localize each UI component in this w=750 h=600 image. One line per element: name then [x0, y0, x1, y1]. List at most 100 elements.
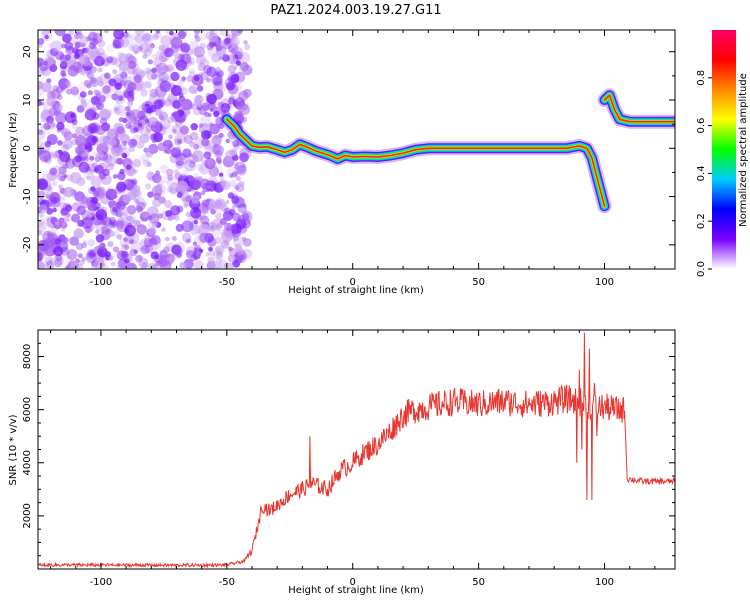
noise-blob [127, 100, 134, 107]
noise-blob [152, 33, 159, 41]
noise-blob [129, 226, 137, 234]
noise-blob [75, 126, 85, 136]
noise-blob [126, 205, 137, 215]
noise-blob [209, 147, 217, 155]
noise-blob [198, 123, 204, 128]
noise-blob [162, 175, 172, 184]
noise-blob [60, 221, 68, 229]
noise-blob [100, 110, 110, 120]
noise-blob [208, 41, 215, 48]
noise-blob [238, 180, 245, 187]
noise-blob [44, 256, 53, 266]
noise-blob [201, 130, 211, 140]
noise-blob [154, 254, 159, 260]
noise-blob [70, 86, 80, 95]
noise-blob [116, 126, 125, 135]
noise-blob [65, 81, 72, 87]
noise-blob [41, 66, 52, 77]
noise-blob [206, 77, 212, 83]
noise-blob [156, 72, 161, 78]
noise-blob [194, 34, 199, 39]
noise-blob [89, 78, 99, 88]
noise-blob [141, 211, 149, 219]
noise-blob [156, 30, 161, 34]
noise-blob [128, 146, 135, 153]
noise-blob [190, 123, 198, 131]
snr-x-tick-label: 50 [472, 577, 485, 588]
noise-blob [40, 124, 46, 129]
noise-blob [44, 34, 49, 40]
noise-blob [158, 114, 165, 121]
noise-blob [170, 147, 182, 159]
noise-blob [130, 138, 138, 146]
noise-blob [116, 264, 126, 269]
noise-blob [135, 254, 143, 263]
noise-blob [214, 150, 223, 159]
noise-blob [152, 53, 158, 60]
noise-blob [127, 117, 134, 124]
noise-blob [133, 198, 140, 204]
noise-blob [50, 197, 61, 208]
colorbar-ticks: 0.0 0.2 0.4 0.6 0.8 [696, 70, 712, 277]
noise-blob [224, 32, 231, 39]
noise-blob [229, 36, 240, 47]
noise-blob [185, 211, 191, 217]
noise-blob [119, 37, 130, 48]
noise-blob [114, 90, 125, 101]
noise-blob [178, 54, 185, 61]
noise-blob [178, 31, 186, 39]
noise-blob [211, 53, 221, 63]
noise-blob [71, 119, 78, 125]
noise-blob [168, 134, 173, 140]
noise-blob [131, 86, 136, 91]
noise-blob [64, 265, 70, 269]
noise-blob [105, 155, 117, 167]
noise-blob [151, 263, 161, 269]
noise-blob [125, 105, 131, 112]
noise-blob [144, 234, 150, 241]
noise-blob [147, 59, 153, 65]
noise-blob [212, 260, 218, 267]
noise-blob [188, 160, 196, 168]
noise-blob [197, 223, 210, 236]
noise-blob [142, 53, 148, 59]
noise-blob [86, 175, 92, 181]
noise-blob [172, 110, 180, 118]
noise-blob [181, 87, 188, 95]
noise-blob [180, 98, 193, 111]
noise-blob [214, 198, 226, 210]
noise-blob [187, 75, 194, 82]
snr-panel: -100 -50 0 50 100 2000 4000 6000 8000 Height of… [8, 329, 676, 596]
noise-blob [169, 30, 174, 36]
noise-blob [164, 200, 173, 209]
noise-blob [213, 106, 223, 116]
noise-blob [73, 228, 84, 239]
noise-blob [98, 243, 106, 250]
noise-blob [211, 144, 221, 154]
noise-blob [81, 47, 87, 53]
noise-blob [120, 144, 127, 151]
noise-blob [189, 141, 196, 148]
noise-blob [211, 73, 223, 86]
noise-blob [124, 258, 130, 264]
noise-blob [49, 167, 58, 176]
noise-blob [66, 212, 71, 218]
noise-blob [63, 174, 68, 179]
spectrogram-y-axis-title: Frequency (Hz) [8, 112, 19, 188]
noise-blob [179, 169, 189, 180]
noise-blob [54, 220, 60, 226]
noise-blob [179, 262, 187, 269]
noise-blob [236, 165, 247, 176]
noise-blob [125, 110, 135, 120]
noise-blob [113, 73, 124, 85]
noise-blob [161, 210, 172, 221]
noise-blob [213, 250, 223, 260]
spectrogram-y-tick-label: -10 [22, 188, 33, 204]
noise-blob [38, 218, 46, 225]
noise-blob [215, 222, 222, 229]
noise-blob [123, 79, 133, 90]
noise-blob [186, 75, 194, 83]
noise-blob [117, 171, 126, 181]
noise-blob [89, 37, 99, 47]
